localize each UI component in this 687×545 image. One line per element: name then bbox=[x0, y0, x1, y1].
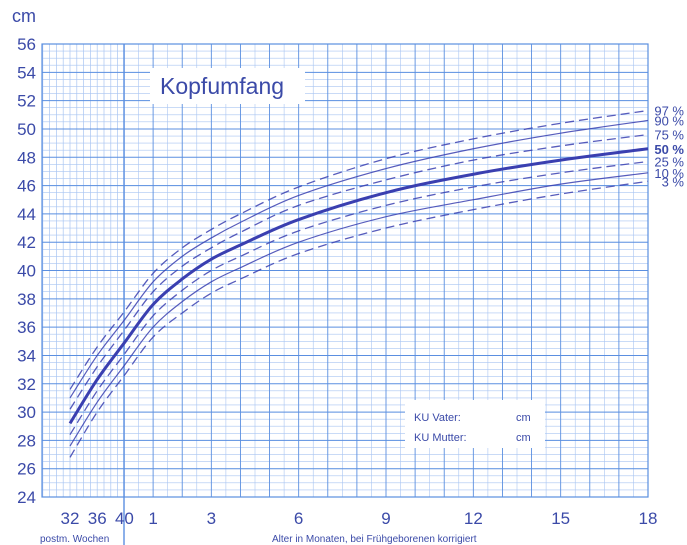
x-tick-label-weeks: 32 bbox=[61, 509, 80, 528]
plot-frame bbox=[41, 43, 649, 498]
x-tick-label-months: 12 bbox=[464, 509, 483, 528]
ku-mutter-label: KU Mutter: bbox=[414, 432, 467, 444]
x-tick-label-months: 9 bbox=[381, 509, 390, 528]
series-label: 97 % bbox=[654, 104, 684, 119]
series-line-75-percent bbox=[69, 133, 649, 410]
ku-annotation-box: KU Vater: cm KU Mutter: cm bbox=[405, 400, 545, 448]
series-label: 10 % bbox=[654, 166, 684, 181]
series-line-97-percent bbox=[69, 109, 649, 390]
y-tick-label: 56 bbox=[17, 35, 36, 54]
x-tick-label-months: 6 bbox=[294, 509, 303, 528]
series-label: 50 % bbox=[654, 142, 684, 157]
y-tick-label: 24 bbox=[17, 488, 36, 507]
x-axis-label-months: Alter in Monaten, bei Frühgeborenen korr… bbox=[272, 534, 477, 545]
series-line-25-percent bbox=[69, 160, 649, 436]
percentile-curves bbox=[68, 109, 649, 458]
y-tick-label: 48 bbox=[17, 148, 36, 167]
y-tick-label: 28 bbox=[17, 431, 36, 450]
y-tick-label: 42 bbox=[17, 233, 36, 252]
y-tick-label: 52 bbox=[17, 92, 36, 111]
ku-mutter-unit: cm bbox=[516, 432, 531, 444]
y-tick-label: 54 bbox=[17, 63, 36, 82]
x-tick-label-weeks: 36 bbox=[88, 509, 107, 528]
series-line-10-percent bbox=[69, 172, 649, 447]
x-tick-label-months: 15 bbox=[551, 509, 570, 528]
y-tick-label: 30 bbox=[17, 403, 36, 422]
ku-vater-label: KU Vater: bbox=[414, 412, 461, 424]
y-tick-label: 46 bbox=[17, 177, 36, 196]
series-label: 3 % bbox=[662, 174, 685, 189]
series-line-50-percent bbox=[68, 147, 649, 425]
series-label: 25 % bbox=[654, 154, 684, 169]
ku-vater-unit: cm bbox=[516, 412, 531, 424]
series-label: 75 % bbox=[654, 128, 684, 143]
chart-title: Kopfumfang bbox=[160, 73, 284, 99]
y-axis-unit: cm bbox=[12, 6, 36, 26]
title-background bbox=[150, 68, 305, 104]
x-tick-label-weeks: 40 bbox=[115, 509, 134, 528]
y-tick-label: 40 bbox=[17, 262, 36, 281]
y-tick-label: 38 bbox=[17, 290, 36, 309]
y-tick-label: 50 bbox=[17, 120, 36, 139]
major-grid bbox=[41, 43, 649, 545]
x-tick-label-months: 1 bbox=[148, 509, 157, 528]
series-label: 90 % bbox=[654, 113, 684, 128]
x-tick-label-months: 18 bbox=[639, 509, 658, 528]
x-axis-label-weeks: postm. Wochen bbox=[40, 534, 109, 545]
y-tick-label: 36 bbox=[17, 318, 36, 337]
series-line-3-percent bbox=[69, 180, 649, 458]
y-tick-label: 26 bbox=[17, 460, 36, 479]
y-tick-label: 44 bbox=[17, 205, 36, 224]
y-tick-label: 32 bbox=[17, 375, 36, 394]
series-line-90-percent bbox=[69, 119, 649, 399]
y-tick-label: 34 bbox=[17, 346, 36, 365]
x-tick-label-months: 3 bbox=[207, 509, 216, 528]
